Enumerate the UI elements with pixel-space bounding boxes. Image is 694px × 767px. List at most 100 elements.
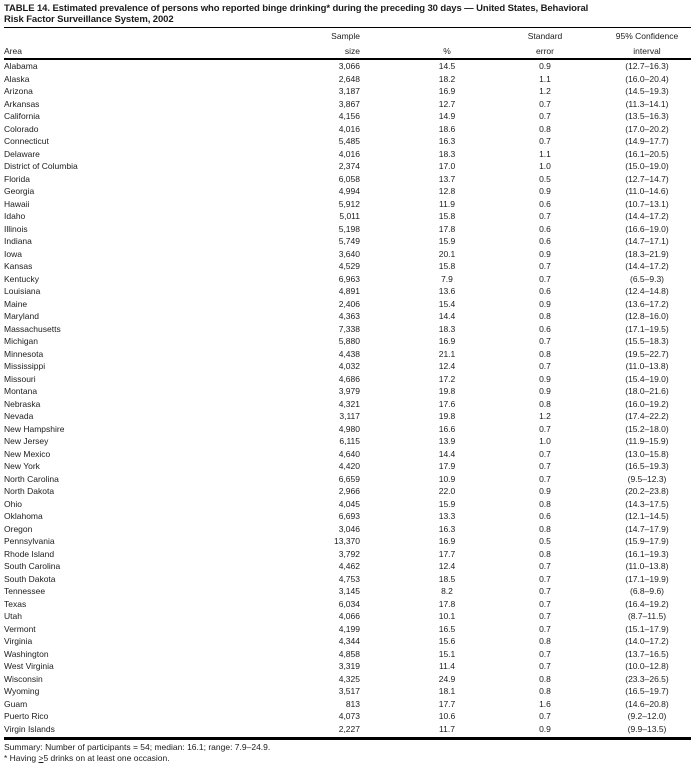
table-row: Arizona 3,187 16.9 1.2 (14.5–19.3)	[4, 86, 691, 99]
percent-cell: 15.9	[438, 498, 456, 509]
sample-size-cell: 4,420	[338, 461, 360, 471]
sample-size-cell: 5,485	[338, 136, 360, 146]
area-cell: Alaska	[4, 73, 30, 84]
confidence-interval-cell: (16.4–19.2)	[625, 598, 669, 609]
col-header-confidence-line1: 95% Confidence	[615, 31, 679, 41]
standard-error-cell: 0.8	[539, 123, 551, 134]
col-header-area: Area	[4, 46, 22, 56]
area-cell: Florida	[4, 173, 30, 184]
sample-size-cell: 3,319	[338, 661, 360, 671]
sample-size-cell: 4,032	[338, 361, 360, 371]
percent-cell: 15.8	[438, 211, 456, 221]
confidence-interval-cell: (9.5–12.3)	[627, 473, 667, 484]
confidence-interval-cell: (14.7–17.9)	[625, 523, 669, 534]
percent-cell: 12.8	[438, 186, 456, 196]
sample-size-cell: 4,325	[338, 673, 360, 684]
summary-line: Summary: Number of participants = 54; me…	[4, 742, 271, 752]
standard-error-cell: 1.1	[539, 148, 551, 159]
table-row: North Dakota 2,966 22.0 0.9 (20.2–23.8)	[4, 486, 691, 499]
confidence-interval-cell: (13.0–15.8)	[625, 448, 669, 459]
table-row: Illinois 5,198 17.8 0.6 (16.6–19.0)	[4, 224, 691, 237]
area-cell: Iowa	[4, 248, 22, 259]
sample-size-cell: 3,117	[339, 411, 360, 421]
table-row: Rhode Island 3,792 17.7 0.8 (16.1–19.3)	[4, 549, 691, 562]
percent-cell: 14.5	[438, 61, 456, 71]
confidence-interval-cell: (12.4–14.8)	[625, 286, 669, 296]
confidence-interval-cell: (11.3–14.1)	[625, 98, 669, 109]
percent-cell: 16.9	[438, 336, 456, 346]
area-cell: New Mexico	[4, 448, 51, 459]
sample-size-cell: 6,693	[338, 511, 360, 521]
standard-error-cell: 0.7	[539, 598, 551, 609]
standard-error-cell: 1.2	[539, 411, 551, 421]
area-cell: Vermont	[4, 623, 36, 634]
standard-error-cell: 0.7	[539, 461, 551, 471]
sample-size-cell: 4,073	[338, 711, 360, 721]
percent-cell: 15.1	[438, 648, 456, 659]
table-row: Delaware 4,016 18.3 1.1 (16.1–20.5)	[4, 149, 691, 162]
percent-cell: 14.9	[438, 111, 456, 121]
table-row: Virginia 4,344 15.6 0.8 (14.0–17.2)	[4, 636, 691, 649]
table-row: Ohio 4,045 15.9 0.8 (14.3–17.5)	[4, 499, 691, 512]
table-row: South Dakota 4,753 18.5 0.7 (17.1–19.9)	[4, 574, 691, 587]
percent-cell: 17.0	[438, 161, 456, 171]
area-cell: Wisconsin	[4, 673, 43, 684]
sample-size-cell: 4,156	[338, 111, 360, 121]
percent-cell: 15.9	[438, 236, 456, 246]
table-row: Puerto Rico 4,073 10.6 0.7 (9.2–12.0)	[4, 711, 691, 724]
area-cell: Nevada	[4, 411, 34, 421]
standard-error-cell: 1.0	[539, 161, 551, 171]
sample-size-cell: 5,880	[338, 336, 360, 346]
confidence-interval-cell: (18.0–21.6)	[625, 386, 669, 396]
area-cell: Illinois	[4, 223, 28, 234]
sample-size-cell: 3,046	[338, 523, 360, 534]
confidence-interval-cell: (17.1–19.5)	[625, 323, 669, 334]
percent-cell: 18.6	[438, 123, 456, 134]
table-row: New Jersey 6,115 13.9 1.0 (11.9–15.9)	[4, 436, 691, 449]
confidence-interval-cell: (9.9–13.5)	[627, 723, 667, 734]
table-row: South Carolina 4,462 12.4 0.7 (11.0–13.8)	[4, 561, 691, 574]
standard-error-cell: 0.6	[539, 511, 551, 521]
sample-size-cell: 2,227	[338, 723, 360, 734]
standard-error-cell: 0.8	[539, 398, 551, 409]
sample-size-cell: 4,438	[338, 348, 360, 359]
sample-size-cell: 4,462	[338, 561, 360, 571]
confidence-interval-cell: (15.9–17.9)	[625, 536, 669, 546]
sample-size-cell: 6,659	[338, 473, 360, 484]
standard-error-cell: 0.7	[539, 361, 551, 371]
confidence-interval-cell: (6.8–9.6)	[629, 586, 665, 596]
table-row: West Virginia 3,319 11.4 0.7 (10.0–12.8)	[4, 661, 691, 674]
standard-error-cell: 0.5	[539, 173, 551, 184]
table-title: TABLE 14. Estimated prevalence of person…	[4, 3, 691, 25]
title-line-2: Risk Factor Surveillance System, 2002	[4, 14, 174, 25]
confidence-interval-cell: (12.7–16.3)	[625, 61, 669, 71]
table-row: Pennsylvania 13,370 16.9 0.5 (15.9–17.9)	[4, 536, 691, 549]
standard-error-cell: 1.1	[539, 73, 551, 84]
confidence-interval-cell: (19.5–22.7)	[625, 348, 669, 359]
table-row: California 4,156 14.9 0.7 (13.5–16.3)	[4, 111, 691, 124]
sample-size-cell: 813	[345, 698, 360, 709]
area-cell: Nebraska	[4, 398, 41, 409]
confidence-interval-cell: (13.5–16.3)	[625, 111, 669, 121]
table-row: Montana 3,979 19.8 0.9 (18.0–21.6)	[4, 386, 691, 399]
table-row: Iowa 3,640 20.1 0.9 (18.3–21.9)	[4, 249, 691, 262]
percent-cell: 14.4	[438, 311, 456, 321]
area-cell: Arizona	[4, 86, 33, 96]
table-row: Washington 4,858 15.1 0.7 (13.7–16.5)	[4, 649, 691, 662]
standard-error-cell: 0.8	[539, 523, 551, 534]
standard-error-cell: 0.7	[539, 423, 551, 434]
area-cell: New Hampshire	[4, 423, 65, 434]
percent-cell: 18.1	[438, 686, 456, 696]
table-row: Hawaii 5,912 11.9 0.6 (10.7–13.1)	[4, 199, 691, 212]
percent-cell: 13.7	[438, 173, 456, 184]
table-row: Texas 6,034 17.8 0.7 (16.4–19.2)	[4, 599, 691, 612]
col-header-standard-error-line1: Standard	[527, 31, 563, 41]
table-row: Nebraska 4,321 17.6 0.8 (16.0–19.2)	[4, 399, 691, 412]
confidence-interval-cell: (16.1–20.5)	[625, 148, 669, 159]
standard-error-cell: 0.7	[539, 111, 551, 121]
col-header-percent: %	[443, 46, 451, 56]
percent-cell: 15.4	[438, 298, 456, 309]
table-header: Sample Standard 95% Confidence Area size…	[4, 28, 691, 58]
area-cell: Maine	[4, 298, 28, 309]
standard-error-cell: 0.6	[539, 223, 551, 234]
